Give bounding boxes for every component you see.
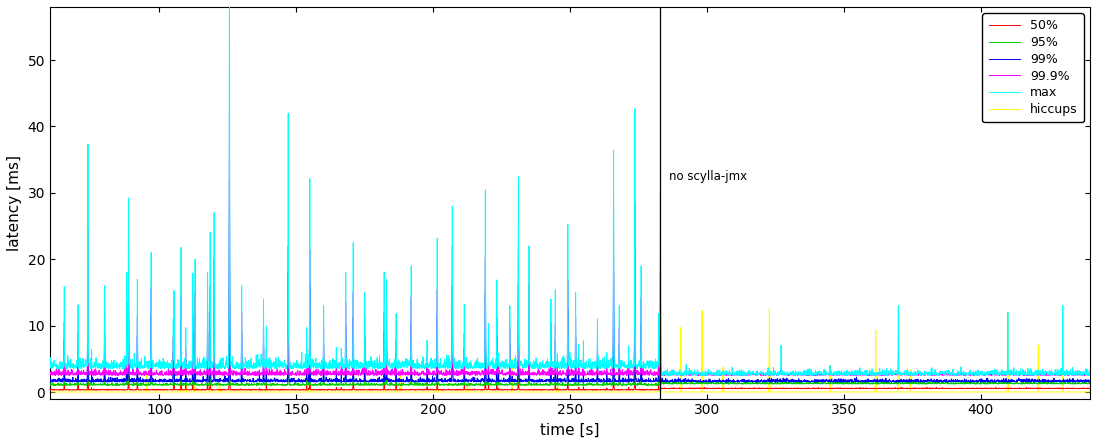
99% (1000, 379, 1014, 384)
50% (480, 387, 494, 392)
50% (239, 387, 252, 392)
99% (1052, 378, 1065, 383)
99.9% (800, 372, 813, 377)
hiccups (1084, 389, 1097, 395)
50% (1084, 386, 1097, 391)
Line: 99%: 99% (50, 181, 1090, 382)
max (538, 362, 551, 367)
hiccups (1000, 389, 1014, 395)
hiccups (44, 389, 57, 395)
99.9% (44, 372, 57, 378)
95% (1084, 380, 1097, 386)
Line: 50%: 50% (50, 350, 1090, 390)
99% (223, 178, 236, 183)
99.9% (480, 369, 494, 375)
Line: hiccups: hiccups (50, 193, 1090, 392)
Y-axis label: latency [ms]: latency [ms] (7, 155, 22, 251)
99.9% (1084, 371, 1097, 376)
99% (1084, 378, 1097, 383)
50% (539, 387, 552, 392)
99.9% (538, 370, 551, 375)
max (1084, 371, 1097, 376)
99.9% (993, 373, 1006, 378)
50% (489, 387, 502, 392)
hiccups (1052, 389, 1065, 395)
50% (800, 386, 813, 391)
50% (1052, 386, 1065, 391)
50% (223, 347, 236, 352)
99.9% (223, 108, 236, 113)
Line: max: max (50, 0, 1090, 376)
Line: 99.9%: 99.9% (50, 110, 1090, 376)
95% (480, 382, 494, 387)
95% (1000, 380, 1014, 386)
99% (800, 377, 813, 383)
X-axis label: time [s]: time [s] (540, 423, 600, 438)
hiccups (800, 389, 813, 395)
95% (44, 382, 57, 388)
hiccups (654, 190, 667, 195)
99% (44, 376, 57, 382)
99.9% (1052, 372, 1065, 378)
95% (539, 382, 552, 388)
50% (1000, 386, 1014, 391)
max (800, 368, 813, 374)
95% (1052, 381, 1065, 387)
99% (489, 379, 502, 384)
max (489, 362, 502, 368)
Line: 95%: 95% (50, 279, 1090, 385)
max (44, 364, 57, 369)
99.9% (489, 371, 502, 376)
Text: no scylla-jmx: no scylla-jmx (668, 170, 747, 182)
99% (885, 380, 898, 385)
99% (538, 379, 551, 384)
hiccups (480, 389, 494, 395)
95% (223, 277, 236, 282)
95% (800, 381, 813, 387)
Legend: 50%, 95%, 99%, 99.9%, max, hiccups: 50%, 95%, 99%, 99.9%, max, hiccups (983, 13, 1084, 122)
max (480, 362, 494, 368)
50% (44, 387, 57, 392)
max (1052, 370, 1065, 375)
max (945, 373, 958, 378)
99% (480, 379, 494, 384)
hiccups (538, 389, 551, 395)
hiccups (488, 389, 501, 395)
max (1000, 370, 1014, 375)
95% (54, 383, 67, 388)
95% (489, 382, 502, 387)
99.9% (1000, 372, 1014, 378)
